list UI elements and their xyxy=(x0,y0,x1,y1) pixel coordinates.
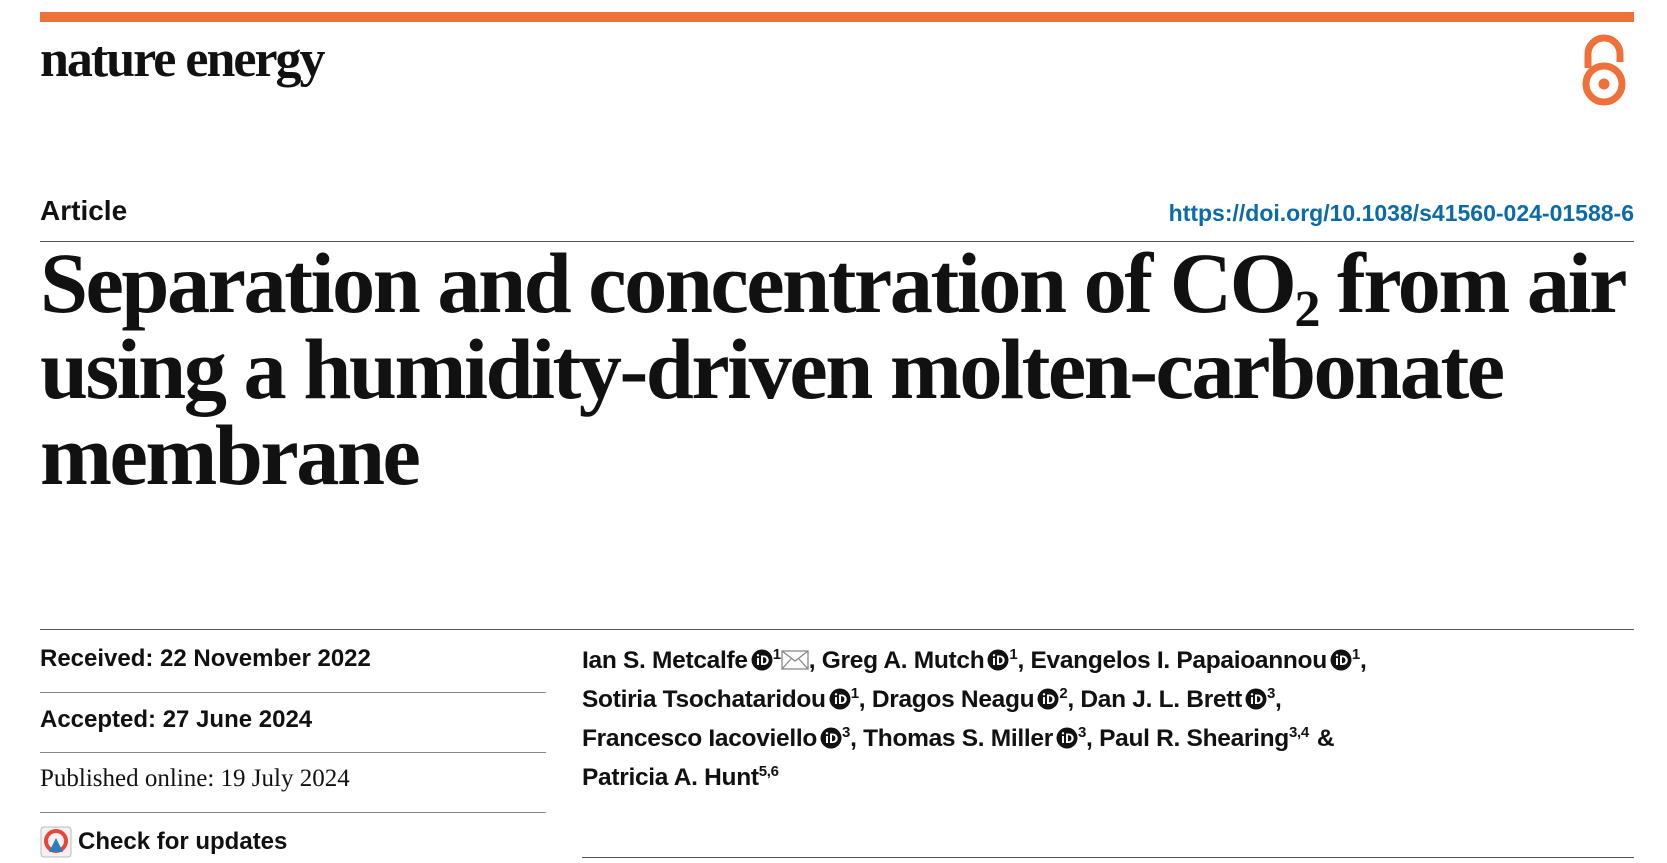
author: Thomas S. Miller 3, xyxy=(863,724,1093,752)
orcid-icon[interactable] xyxy=(1056,727,1078,749)
author: Evangelos I. Papaioannou 1, xyxy=(1030,647,1366,674)
separator: , xyxy=(858,686,866,713)
affiliation: 3 xyxy=(842,724,851,741)
orcid-icon[interactable] xyxy=(829,688,851,710)
divider xyxy=(582,857,1634,858)
orcid-icon[interactable] xyxy=(820,727,842,749)
separator: , xyxy=(1275,686,1282,713)
email-icon[interactable] xyxy=(781,650,809,670)
article-title: Separation and concentration of CO2 from… xyxy=(40,240,1627,503)
title-line: using a humidity-driven molten-carbonate xyxy=(40,321,1505,417)
author-name[interactable]: Francesco Iacoviello xyxy=(582,725,818,752)
author-line: Francesco Iacoviello 3, Thomas S. Miller 3… xyxy=(582,719,1366,758)
divider xyxy=(40,692,546,693)
author: Sotiria Tsochataridou 1, xyxy=(582,685,866,713)
author-name[interactable]: Dragos Neagu xyxy=(871,686,1035,713)
affiliation: 3 xyxy=(1078,724,1087,741)
title-subscript: 2 xyxy=(1294,281,1320,338)
author-name[interactable]: Evangelos I. Papaioannou xyxy=(1030,647,1327,674)
separator: , xyxy=(808,647,816,674)
affiliation: 3,4 xyxy=(1288,724,1309,741)
title-line: Separation and concentration of CO2 from… xyxy=(40,240,1627,336)
affiliation: 1 xyxy=(850,685,859,702)
received-date: Received: 22 November 2022 xyxy=(40,645,371,672)
orcid-icon[interactable] xyxy=(987,649,1009,671)
separator: , xyxy=(850,725,857,752)
top-bar xyxy=(40,12,1634,22)
divider xyxy=(40,241,1634,242)
separator: & xyxy=(1316,725,1335,752)
title-text: Separation and concentration of CO xyxy=(40,235,1297,331)
author-name[interactable]: Patricia A. Hunt xyxy=(582,764,759,791)
divider xyxy=(40,752,546,753)
open-access-icon xyxy=(1582,34,1626,106)
author-line: Ian S. Metcalfe 1, Greg A. Mutch 1, Evange… xyxy=(582,641,1367,680)
journal-logo[interactable]: nature energy xyxy=(40,31,326,88)
author-line: Sotiria Tsochataridou 1, Dragos Neagu 2, D… xyxy=(582,680,1366,719)
author: Francesco Iacoviello 3, xyxy=(582,725,857,752)
separator: , xyxy=(1067,686,1074,713)
orcid-icon[interactable] xyxy=(1037,688,1059,710)
author-name[interactable]: Greg A. Mutch xyxy=(821,647,985,674)
article-type: Article xyxy=(40,195,128,226)
check-for-updates[interactable]: Check for updates xyxy=(78,828,288,855)
author: Patricia A. Hunt5,6 xyxy=(582,764,779,791)
author-name[interactable]: Paul R. Shearing xyxy=(1099,725,1289,752)
author: Ian S. Metcalfe 1, xyxy=(582,646,816,674)
author: Dragos Neagu 2, xyxy=(872,686,1074,713)
title-line: membrane xyxy=(40,407,421,503)
separator: , xyxy=(1017,647,1024,674)
published-date: Published online: 19 July 2024 xyxy=(40,765,350,792)
affiliation: 2 xyxy=(1059,685,1068,702)
divider xyxy=(40,629,1634,630)
separator: , xyxy=(1086,725,1093,752)
affiliation: 3 xyxy=(1266,685,1276,702)
affiliation: 5,6 xyxy=(758,763,779,780)
separator: , xyxy=(1359,647,1367,674)
orcid-icon[interactable] xyxy=(751,649,773,671)
orcid-icon[interactable] xyxy=(1245,688,1267,710)
author-name[interactable]: Thomas S. Miller xyxy=(863,725,1053,752)
affiliation: 1 xyxy=(1009,646,1018,663)
author: Dan J. L. Brett 3, xyxy=(1080,686,1281,713)
author: Paul R. Shearing3,4 & xyxy=(1099,724,1335,752)
author-name[interactable]: Dan J. L. Brett xyxy=(1080,686,1242,713)
affiliation: 1 xyxy=(772,646,781,663)
author-line: Patricia A. Hunt5,6 xyxy=(582,758,1366,797)
author-name[interactable]: Sotiria Tsochataridou xyxy=(582,686,826,713)
doi-link[interactable]: https://doi.org/10.1038/s41560-024-01588… xyxy=(1168,200,1634,226)
updates-icon[interactable] xyxy=(40,826,72,858)
orcid-icon[interactable] xyxy=(1330,649,1352,671)
author-name[interactable]: Ian S. Metcalfe xyxy=(582,647,748,674)
author-list: Ian S. Metcalfe 1, Greg A. Mutch 1, Evange… xyxy=(582,641,1367,797)
affiliation: 1 xyxy=(1351,646,1360,663)
title-text: from air xyxy=(1337,235,1627,331)
divider xyxy=(40,812,546,813)
author: Greg A. Mutch 1, xyxy=(822,647,1024,674)
accepted-date: Accepted: 27 June 2024 xyxy=(40,706,313,733)
